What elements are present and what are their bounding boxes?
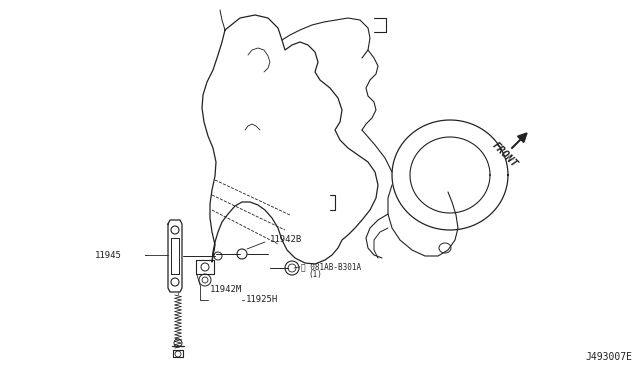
Text: 11945: 11945 [95,250,122,260]
Text: FRONT: FRONT [490,140,519,170]
Text: (1): (1) [308,269,322,279]
Text: Ⓑ 081AB-B301A: Ⓑ 081AB-B301A [301,263,361,272]
Text: J493007E: J493007E [585,352,632,362]
Text: 11925H: 11925H [246,295,278,305]
Text: 11942M: 11942M [210,285,243,295]
Text: 11942B: 11942B [270,235,302,244]
